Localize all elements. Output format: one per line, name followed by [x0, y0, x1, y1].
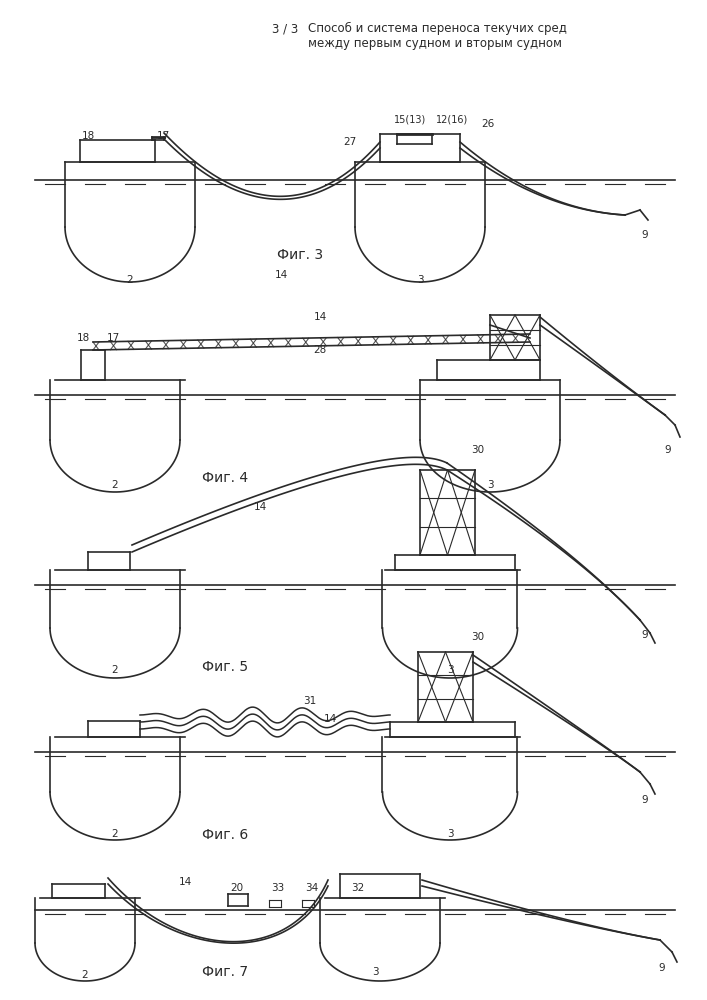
- Text: 15(13): 15(13): [394, 114, 426, 124]
- Text: 2: 2: [112, 480, 118, 490]
- Text: 18: 18: [76, 333, 90, 343]
- Text: 31: 31: [303, 696, 317, 706]
- Text: 9: 9: [665, 445, 672, 455]
- Text: 34: 34: [305, 883, 319, 893]
- Text: 28: 28: [313, 345, 327, 355]
- Text: 3: 3: [416, 275, 423, 285]
- Text: Фиг. 5: Фиг. 5: [202, 660, 248, 674]
- Text: Фиг. 7: Фиг. 7: [202, 965, 248, 979]
- Text: 26: 26: [481, 119, 495, 129]
- Text: 14: 14: [253, 502, 267, 512]
- Text: 3: 3: [447, 665, 453, 675]
- Text: 2: 2: [82, 970, 88, 980]
- Text: 14: 14: [323, 714, 337, 724]
- Text: 12(16): 12(16): [436, 114, 468, 124]
- Text: 9: 9: [659, 963, 665, 973]
- Text: 3: 3: [372, 967, 378, 977]
- Text: 3: 3: [447, 829, 453, 839]
- Text: 14: 14: [274, 270, 288, 280]
- Text: Фиг. 3: Фиг. 3: [277, 248, 323, 262]
- Text: Фиг. 6: Фиг. 6: [202, 828, 248, 842]
- Text: 9: 9: [642, 230, 648, 240]
- Text: 2: 2: [112, 665, 118, 675]
- Text: 2: 2: [127, 275, 134, 285]
- Text: Способ и система переноса текучих сред
между первым судном и вторым судном: Способ и система переноса текучих сред м…: [308, 22, 567, 50]
- Text: 3 / 3: 3 / 3: [271, 22, 298, 35]
- Text: 27: 27: [344, 137, 356, 147]
- Text: 33: 33: [271, 883, 285, 893]
- Text: 17: 17: [106, 333, 119, 343]
- Text: 3: 3: [486, 480, 493, 490]
- Text: 14: 14: [178, 877, 192, 887]
- Text: 32: 32: [351, 883, 365, 893]
- Text: 20: 20: [230, 883, 244, 893]
- Text: 30: 30: [472, 445, 484, 455]
- Text: 2: 2: [112, 829, 118, 839]
- Text: 9: 9: [642, 630, 648, 640]
- Text: Фиг. 4: Фиг. 4: [202, 471, 248, 485]
- Text: 14: 14: [313, 312, 327, 322]
- Text: 9: 9: [642, 795, 648, 805]
- Text: 30: 30: [472, 632, 484, 642]
- Text: 17: 17: [156, 131, 170, 141]
- Text: 18: 18: [81, 131, 95, 141]
